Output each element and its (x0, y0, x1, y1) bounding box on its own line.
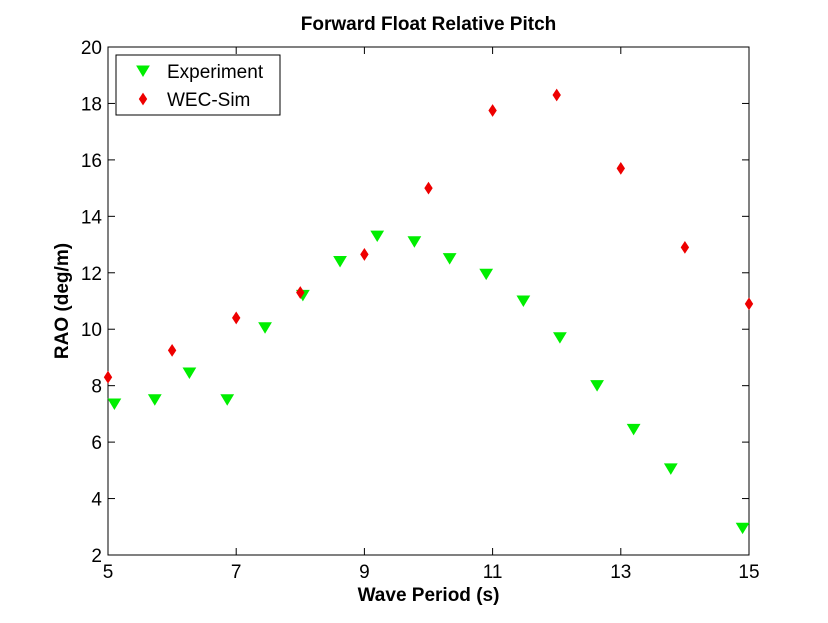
legend-label-experiment: Experiment (167, 62, 264, 83)
point-wec-sim (680, 240, 690, 254)
point-experiment (479, 268, 494, 281)
point-experiment (735, 522, 750, 535)
y-tick-label: 6 (91, 433, 102, 454)
point-wec-sim (232, 311, 241, 325)
y-axis-label: RAO (deg/m) (52, 243, 73, 359)
axis-ticks: 5 7 9 11 13 15 2 4 6 8 10 12 14 16 18 20 (81, 38, 760, 583)
x-tick-label: 11 (483, 562, 503, 583)
legend-marker-experiment (136, 65, 150, 77)
point-wec-sim (103, 370, 113, 384)
point-experiment (442, 253, 457, 265)
data-marks (103, 88, 754, 535)
point-experiment (553, 332, 567, 344)
point-experiment (107, 398, 122, 410)
point-wec-sim (488, 104, 497, 117)
y-tick-label: 20 (81, 38, 102, 59)
point-experiment (333, 255, 347, 268)
point-experiment (147, 394, 162, 406)
legend-label-wec-sim: WEC-Sim (167, 90, 250, 111)
chart-title: Forward Float Relative Pitch (301, 14, 557, 35)
point-wec-sim (167, 343, 177, 357)
y-tick-label: 18 (81, 94, 102, 115)
legend-marker-wec-sim (138, 92, 148, 106)
point-experiment (663, 463, 678, 475)
y-tick-label: 14 (81, 207, 103, 228)
x-tick-label: 15 (738, 562, 759, 583)
point-wec-sim (296, 286, 305, 299)
point-experiment (370, 230, 385, 243)
x-axis-label: Wave Period (s) (358, 585, 500, 606)
x-tick-label: 7 (231, 562, 242, 583)
point-experiment (590, 380, 604, 392)
point-experiment (516, 295, 531, 307)
y-tick-label: 8 (91, 377, 102, 398)
x-tick-label: 5 (103, 562, 114, 583)
plot-area (107, 46, 750, 556)
y-tick-label: 10 (81, 320, 102, 341)
point-wec-sim (360, 248, 369, 261)
x-tick-label: 13 (610, 562, 631, 583)
point-experiment (182, 367, 197, 379)
legend-box (115, 54, 281, 116)
point-wec-sim (744, 297, 754, 311)
point-experiment (258, 322, 272, 334)
point-experiment (220, 394, 235, 406)
y-tick-label: 16 (81, 151, 102, 172)
point-experiment (626, 423, 641, 436)
x-tick-label: 9 (359, 562, 370, 583)
point-wec-sim (424, 181, 433, 195)
y-tick-label: 2 (91, 546, 102, 567)
point-wec-sim (616, 161, 625, 175)
y-tick-label: 4 (91, 490, 102, 511)
y-tick-label: 12 (81, 264, 102, 285)
point-wec-sim (552, 88, 561, 102)
point-experiment (407, 236, 422, 248)
legend: Experiment WEC-Sim (115, 54, 281, 116)
